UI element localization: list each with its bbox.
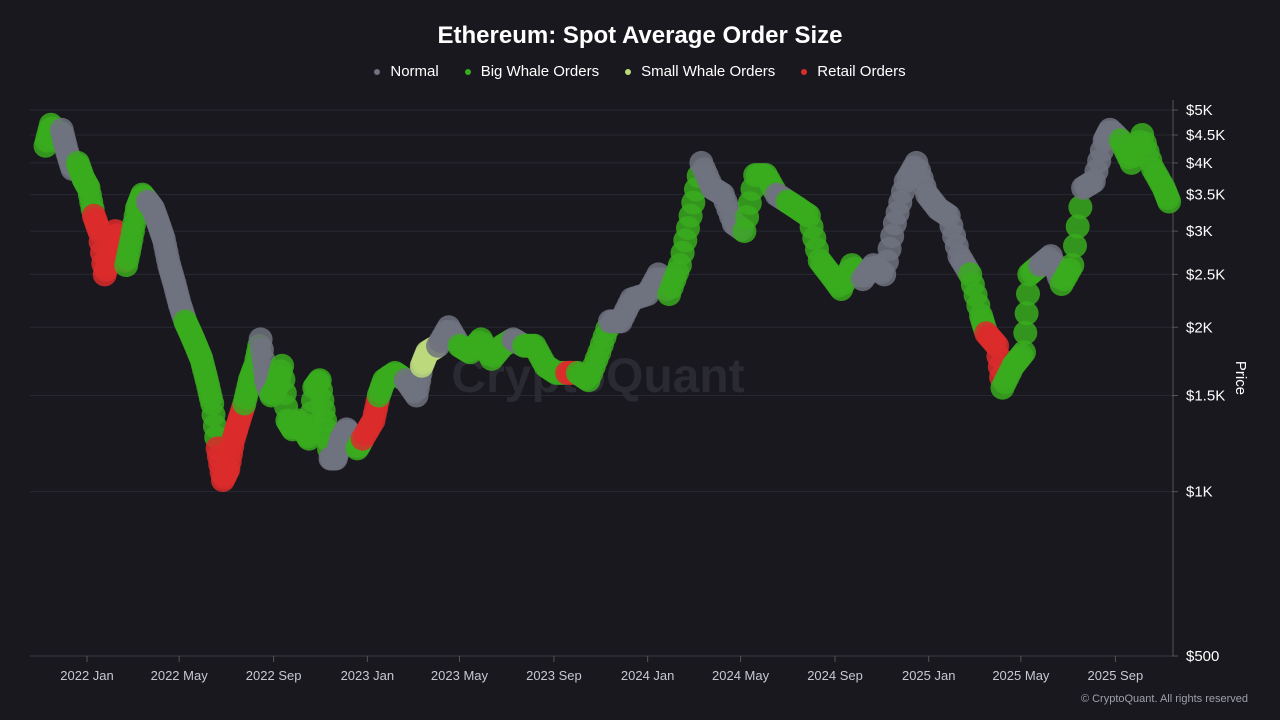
legend-label: Normal <box>390 63 439 80</box>
x-tick-label: 2022 Sep <box>246 668 302 683</box>
data-point-trail <box>1016 281 1040 306</box>
data-point <box>1157 189 1182 214</box>
y-axis-label: Price <box>1232 361 1249 395</box>
data-point <box>1060 253 1085 278</box>
copyright: © CryptoQuant. All rights reserved <box>1080 693 1248 705</box>
y-tick-label: $5K <box>1186 102 1213 119</box>
y-tick-label: $2.5K <box>1186 266 1225 283</box>
x-tick-label: 2024 May <box>712 668 770 683</box>
y-tick-label: $3K <box>1186 223 1213 240</box>
legend-item[interactable]: Normal <box>374 63 439 80</box>
x-tick-label: 2022 May <box>151 668 209 683</box>
y-tick-label: $4.5K <box>1186 127 1225 144</box>
legend-label: Small Whale Orders <box>641 63 776 80</box>
x-tick-label: 2022 Jan <box>60 668 114 683</box>
legend-label: Retail Orders <box>817 63 906 80</box>
y-tick-label: $1.5K <box>1186 387 1225 404</box>
y-tick-label: $1K <box>1186 484 1213 501</box>
legend-marker <box>374 68 381 75</box>
data-point-trail <box>1013 320 1038 345</box>
legend-marker <box>801 68 808 75</box>
x-tick-label: 2023 May <box>431 668 489 683</box>
y-tick-label: $3.5K <box>1186 187 1225 204</box>
data-point-trail <box>1065 214 1090 239</box>
data-point-trail <box>1063 233 1087 258</box>
data-point-trail <box>1014 301 1039 326</box>
data-point-trail <box>1068 195 1093 220</box>
legend: Normal Big Whale Orders Small Whale Orders… <box>0 63 1280 80</box>
data-point <box>1012 340 1036 365</box>
x-tick-label: 2024 Sep <box>807 668 863 683</box>
x-tick-label: 2025 May <box>992 668 1050 683</box>
legend-marker <box>625 68 632 75</box>
x-tick-label: 2025 Jan <box>902 668 956 683</box>
legend-item[interactable]: Big Whale Orders <box>464 63 600 80</box>
x-tick-label: 2023 Jan <box>341 668 395 683</box>
legend-item[interactable]: Retail Orders <box>801 63 906 80</box>
y-tick-label: $4K <box>1186 155 1213 172</box>
x-tick-label: 2024 Jan <box>621 668 675 683</box>
chart-title: Ethereum: Spot Average Order Size <box>437 22 843 49</box>
x-tick-label: 2023 Sep <box>526 668 582 683</box>
legend-marker <box>464 68 471 75</box>
y-tick-label: $2K <box>1186 319 1213 336</box>
legend-item[interactable]: Small Whale Orders <box>625 63 775 80</box>
legend-label: Big Whale Orders <box>480 63 600 80</box>
x-tick-label: 2025 Sep <box>1088 668 1144 683</box>
y-tick-label: $500 <box>1186 648 1219 665</box>
